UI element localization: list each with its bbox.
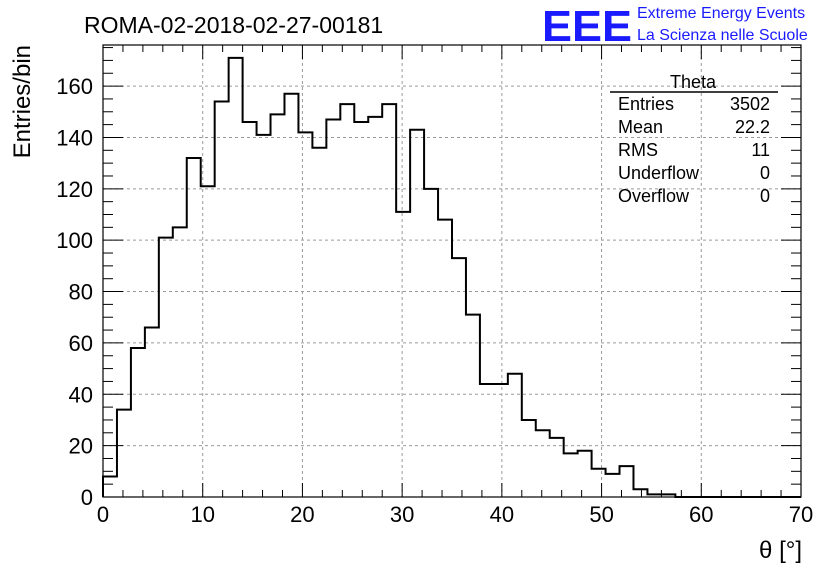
- histogram-bin: [103, 476, 117, 497]
- chart-title: ROMA-02-2018-02-27-00181: [84, 12, 383, 38]
- histogram-bin: [340, 104, 354, 497]
- x-tick-label: 20: [290, 502, 314, 527]
- stats-row-value: 22.2: [735, 117, 770, 137]
- x-axis-title: θ [°]: [759, 537, 802, 564]
- y-tick-label: 120: [56, 177, 93, 202]
- stats-row-value: 3502: [730, 94, 770, 114]
- histogram-bin: [271, 114, 285, 497]
- histogram-bin: [494, 384, 508, 497]
- y-tick-label: 140: [56, 125, 93, 150]
- histogram-bin: [298, 132, 312, 497]
- x-tick-label: 10: [190, 502, 214, 527]
- histogram-bin: [159, 238, 173, 497]
- histogram-bin: [215, 102, 229, 498]
- histogram-bin: [368, 117, 382, 497]
- x-tick-label: 30: [390, 502, 414, 527]
- x-tick-labels: 0 10 20 30 40 50 60 70: [97, 502, 813, 527]
- histogram-bin: [480, 384, 494, 497]
- stats-row-value: 0: [760, 186, 770, 206]
- histogram-bin: [578, 451, 592, 497]
- stats-row-value: 0: [760, 163, 770, 183]
- histogram-bins: [103, 58, 675, 497]
- histogram-bin: [522, 420, 536, 497]
- histogram-bin: [229, 58, 243, 497]
- histogram-bin: [438, 220, 452, 497]
- y-tick-label: 80: [69, 280, 93, 305]
- stats-rows: Entries 3502 Mean 22.2 RMS 11 Underflow 0 Overfl…: [618, 94, 770, 206]
- stats-row-label: Mean: [618, 117, 663, 137]
- grid-lines: [103, 45, 801, 497]
- histogram-bin: [508, 374, 522, 497]
- x-tick-label: 50: [589, 502, 613, 527]
- stats-title: Theta: [670, 72, 717, 92]
- stats-box: Theta Entries 3502 Mean 22.2 RMS 11 Underflow 0…: [610, 72, 778, 206]
- histogram-bin: [564, 453, 578, 497]
- stats-row-label: Overflow: [618, 186, 690, 206]
- histogram-bin: [536, 430, 550, 497]
- y-tick-labels: 0 20 40 60 80 100 120 140 160: [56, 74, 93, 510]
- eee-logo-mark: EEE: [542, 2, 632, 51]
- y-tick-label: 40: [69, 382, 93, 407]
- x-tick-label: 0: [97, 502, 109, 527]
- stats-row-label: Entries: [618, 94, 674, 114]
- histogram-bin: [326, 119, 340, 497]
- histogram-bin: [382, 104, 396, 497]
- histogram-bin: [173, 227, 187, 497]
- histogram-bin: [354, 122, 368, 497]
- histogram-outline: [102, 56, 801, 498]
- histogram-bin: [466, 315, 480, 497]
- histogram-bin: [145, 328, 159, 498]
- y-tick-label: 160: [56, 74, 93, 99]
- y-tick-label: 100: [56, 228, 93, 253]
- stats-row-value: 11: [751, 140, 770, 160]
- y-tick-label: 20: [69, 434, 93, 459]
- histogram-bin: [312, 148, 326, 497]
- histogram-bin: [284, 94, 298, 497]
- histogram-bin: [257, 135, 271, 497]
- plot-frame: [102, 44, 802, 498]
- histogram-bin: [633, 489, 647, 497]
- y-tick-label: 0: [81, 485, 93, 510]
- histogram-bin: [243, 122, 257, 497]
- y-tick-label: 60: [69, 331, 93, 356]
- histogram-bin: [606, 474, 620, 497]
- histogram-bin: [410, 130, 424, 497]
- histogram-bin: [592, 469, 606, 497]
- histogram-bin: [117, 410, 131, 497]
- histogram-bin: [452, 258, 466, 497]
- histogram-bin: [187, 158, 201, 497]
- x-tick-label: 40: [490, 502, 514, 527]
- x-tick-label: 60: [689, 502, 713, 527]
- stats-row-label: RMS: [618, 140, 658, 160]
- histogram-bin: [396, 212, 410, 497]
- histogram-bin: [131, 348, 145, 497]
- histogram-bin: [550, 438, 564, 497]
- logo-line-2: La Scienza nelle Scuole: [637, 27, 808, 44]
- x-tick-label: 70: [789, 502, 813, 527]
- y-axis-title: Entries/bin: [9, 45, 36, 158]
- stats-row-label: Underflow: [618, 163, 700, 183]
- axis-ticks: [102, 45, 802, 498]
- logo-line-1: Extreme Energy Events: [637, 5, 805, 22]
